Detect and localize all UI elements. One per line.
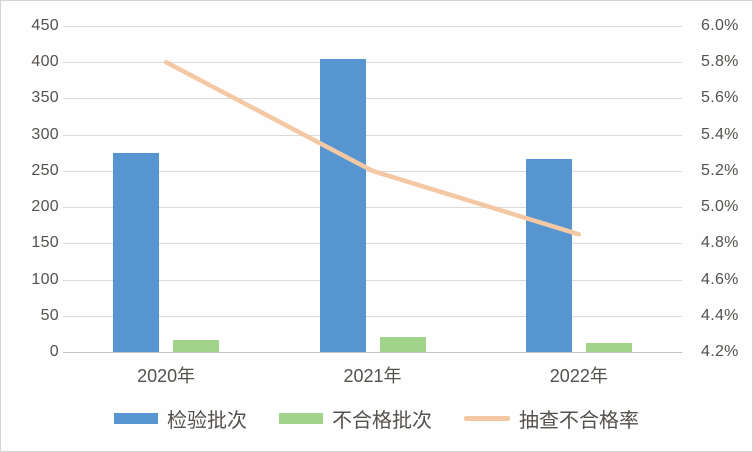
bar-failed-batches-2020年	[173, 340, 220, 352]
gridline	[63, 315, 682, 317]
y-axis-tick-right: 5.2%	[701, 161, 739, 179]
line-series-sampling-failure-rate	[163, 59, 582, 237]
gridline	[63, 62, 682, 64]
y-axis-tick-left: 250	[31, 161, 59, 179]
y-axis-tick-left: 350	[31, 89, 59, 107]
legend: 检验批次 不合格批次 抽查不合格率	[1, 404, 752, 433]
y-axis-tick-right: 5.8%	[701, 53, 739, 71]
y-axis-tick-right: 5.4%	[701, 125, 739, 143]
legend-item-sampling-failure-rate: 抽查不合格率	[464, 404, 639, 433]
y-axis-tick-right: 4.8%	[701, 234, 739, 252]
y-axis-tick-right: 4.4%	[701, 306, 739, 324]
y-axis-tick-left: 150	[31, 234, 59, 252]
y-axis-tick-left: 450	[31, 17, 59, 34]
legend-label-failed-batches: 不合格批次	[332, 410, 432, 432]
bar-failed-batches-2021年	[379, 336, 426, 352]
x-axis-baseline	[63, 352, 682, 353]
y-axis-tick-left: 50	[40, 306, 59, 324]
bar-failed-batches-2022年	[585, 342, 632, 352]
y-axis-tick-right: 5.0%	[701, 198, 739, 216]
y-axis-tick-left: 400	[31, 53, 59, 71]
plot-area	[63, 26, 682, 353]
gridline	[63, 207, 682, 209]
y-axis-tick-left: 100	[31, 270, 59, 288]
y-axis-tick-left: 300	[31, 125, 59, 143]
x-axis-label-2020年: 2020年	[137, 366, 196, 386]
bar-inspection-batches-2022年	[525, 158, 572, 352]
gridline	[63, 134, 682, 136]
legend-label-inspection-batches: 检验批次	[167, 410, 247, 432]
gridline	[63, 26, 682, 27]
y-axis-tick-right: 4.2%	[701, 343, 739, 360]
y-axis-tick-right: 5.6%	[701, 89, 739, 107]
y-axis-tick-left: 0	[49, 343, 59, 360]
y-axis-tick-left: 200	[31, 198, 59, 216]
legend-label-sampling-failure-rate: 抽查不合格率	[519, 410, 639, 432]
x-axis-label-2022年: 2022年	[549, 366, 608, 386]
legend-bar-swatch-inspection-batches	[114, 413, 158, 424]
line-path-sampling-failure-rate	[163, 59, 582, 237]
legend-bar-swatch-failed-batches	[279, 413, 323, 424]
bar-inspection-batches-2020年	[113, 152, 160, 352]
gridline	[63, 279, 682, 281]
gridline	[63, 98, 682, 100]
legend-item-inspection-batches: 检验批次	[114, 404, 247, 433]
gridline	[63, 243, 682, 245]
legend-line-swatch-sampling-failure-rate	[464, 416, 510, 421]
legend-item-failed-batches: 不合格批次	[279, 404, 432, 433]
bar-inspection-batches-2021年	[319, 59, 366, 352]
x-axis-label-2021年: 2021年	[343, 366, 402, 386]
y-axis-tick-right: 6.0%	[701, 17, 739, 34]
y-axis-tick-right: 4.6%	[701, 270, 739, 288]
